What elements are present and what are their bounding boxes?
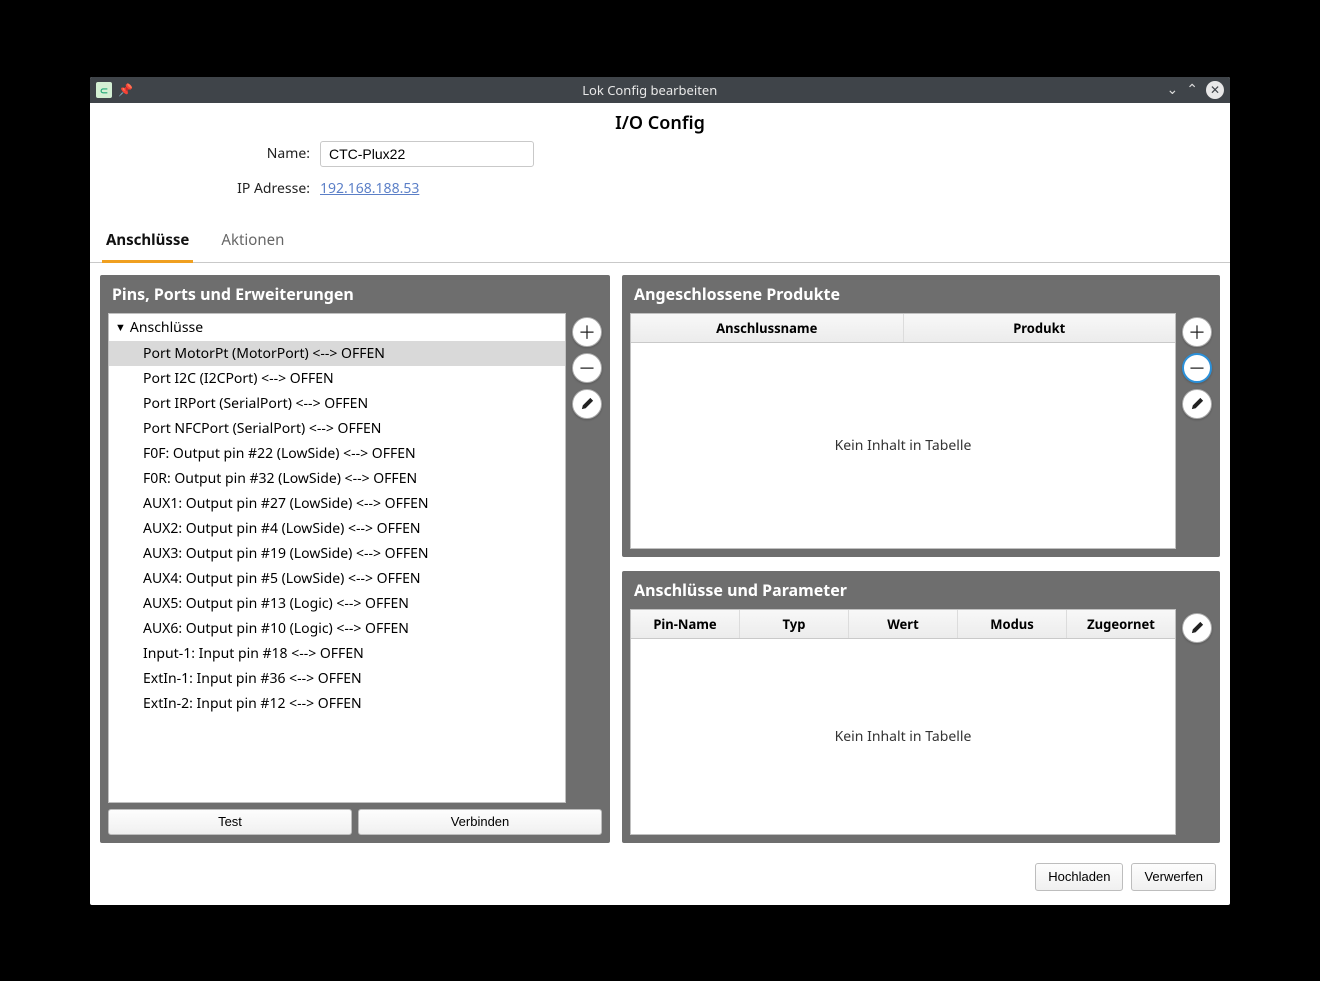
form-area: Name: IP Adresse: 192.168.188.53 xyxy=(90,141,1230,222)
tree-item[interactable]: ExtIn-2: Input pin #12 <--> OFFEN xyxy=(109,691,565,716)
products-panel: Angeschlossene Produkte Anschlussname Pr… xyxy=(622,275,1220,557)
products-col-product: Produkt xyxy=(904,314,1176,342)
name-label: Name: xyxy=(90,144,320,163)
add-connection-button[interactable]: ＋ xyxy=(572,317,602,347)
edit-param-button[interactable] xyxy=(1182,613,1212,643)
discard-button[interactable]: Verwerfen xyxy=(1131,863,1216,891)
edit-connection-button[interactable] xyxy=(572,389,602,419)
connect-button[interactable]: Verbinden xyxy=(358,809,602,835)
add-product-button[interactable]: ＋ xyxy=(1182,317,1212,347)
pins-panel: Pins, Ports und Erweiterungen ▼ Anschlüs… xyxy=(100,275,610,843)
tree-root-label: Anschlüsse xyxy=(130,318,203,337)
params-empty: Kein Inhalt in Tabelle xyxy=(631,639,1175,834)
connections-tree[interactable]: ▼ Anschlüsse Port MotorPt (MotorPort) <-… xyxy=(108,313,566,803)
tree-item[interactable]: AUX2: Output pin #4 (LowSide) <--> OFFEN xyxy=(109,516,565,541)
params-col-value: Wert xyxy=(849,610,958,638)
window: ⊂ 📌 Lok Config bearbeiten ⌄ ⌃ ✕ I/O Conf… xyxy=(90,77,1230,905)
params-panel-title: Anschlüsse und Parameter xyxy=(622,571,1220,609)
panels: Pins, Ports und Erweiterungen ▼ Anschlüs… xyxy=(90,263,1230,853)
tree-root[interactable]: ▼ Anschlüsse xyxy=(109,314,565,341)
close-icon[interactable]: ✕ xyxy=(1206,81,1224,99)
pencil-icon xyxy=(1190,396,1205,411)
chevron-down-icon: ▼ xyxy=(115,320,126,335)
upload-button[interactable]: Hochladen xyxy=(1035,863,1123,891)
minimize-icon[interactable]: ⌄ xyxy=(1167,80,1179,99)
params-col-assigned: Zugeornet xyxy=(1067,610,1175,638)
footer: Hochladen Verwerfen xyxy=(90,853,1230,905)
tree-item[interactable]: F0F: Output pin #22 (LowSide) <--> OFFEN xyxy=(109,441,565,466)
params-panel: Anschlüsse und Parameter Pin-Name Typ We… xyxy=(622,571,1220,843)
params-col-pin: Pin-Name xyxy=(631,610,740,638)
tree-item[interactable]: Port IRPort (SerialPort) <--> OFFEN xyxy=(109,391,565,416)
pin-icon[interactable]: 📌 xyxy=(118,81,133,98)
edit-product-button[interactable] xyxy=(1182,389,1212,419)
name-input[interactable] xyxy=(320,141,534,167)
ip-address-link[interactable]: 192.168.188.53 xyxy=(320,179,419,198)
window-title: Lok Config bearbeiten xyxy=(133,81,1167,99)
params-col-type: Typ xyxy=(740,610,849,638)
tab-actions[interactable]: Aktionen xyxy=(217,222,288,263)
pencil-icon xyxy=(580,396,595,411)
tree-item[interactable]: ExtIn-1: Input pin #36 <--> OFFEN xyxy=(109,666,565,691)
pencil-icon xyxy=(1190,620,1205,635)
test-button[interactable]: Test xyxy=(108,809,352,835)
page-title: I/O Config xyxy=(90,103,1230,141)
tree-item[interactable]: Input-1: Input pin #18 <--> OFFEN xyxy=(109,641,565,666)
products-empty: Kein Inhalt in Tabelle xyxy=(631,343,1175,548)
products-panel-title: Angeschlossene Produkte xyxy=(622,275,1220,313)
tree-item[interactable]: AUX5: Output pin #13 (Logic) <--> OFFEN xyxy=(109,591,565,616)
titlebar: ⊂ 📌 Lok Config bearbeiten ⌄ ⌃ ✕ xyxy=(90,77,1230,103)
tree-item[interactable]: F0R: Output pin #32 (LowSide) <--> OFFEN xyxy=(109,466,565,491)
tab-connections[interactable]: Anschlüsse xyxy=(102,222,193,263)
tree-item[interactable]: Port NFCPort (SerialPort) <--> OFFEN xyxy=(109,416,565,441)
app-icon: ⊂ xyxy=(96,82,112,98)
tabs: Anschlüsse Aktionen xyxy=(90,222,1230,263)
tree-item[interactable]: Port MotorPt (MotorPort) <--> OFFEN xyxy=(109,341,565,366)
remove-connection-button[interactable]: － xyxy=(572,353,602,383)
pins-panel-title: Pins, Ports und Erweiterungen xyxy=(100,275,610,313)
remove-product-button[interactable]: － xyxy=(1182,353,1212,383)
products-table[interactable]: Anschlussname Produkt Kein Inhalt in Tab… xyxy=(630,313,1176,549)
params-table[interactable]: Pin-Name Typ Wert Modus Zugeornet Kein I… xyxy=(630,609,1176,835)
tree-item[interactable]: Port I2C (I2CPort) <--> OFFEN xyxy=(109,366,565,391)
params-col-mode: Modus xyxy=(958,610,1067,638)
content: I/O Config Name: IP Adresse: 192.168.188… xyxy=(90,103,1230,905)
tree-item[interactable]: AUX3: Output pin #19 (LowSide) <--> OFFE… xyxy=(109,541,565,566)
maximize-icon[interactable]: ⌃ xyxy=(1186,80,1198,99)
ip-label: IP Adresse: xyxy=(90,179,320,198)
tree-item[interactable]: AUX1: Output pin #27 (LowSide) <--> OFFE… xyxy=(109,491,565,516)
products-col-name: Anschlussname xyxy=(631,314,904,342)
tree-item[interactable]: AUX6: Output pin #10 (Logic) <--> OFFEN xyxy=(109,616,565,641)
tree-item[interactable]: AUX4: Output pin #5 (LowSide) <--> OFFEN xyxy=(109,566,565,591)
